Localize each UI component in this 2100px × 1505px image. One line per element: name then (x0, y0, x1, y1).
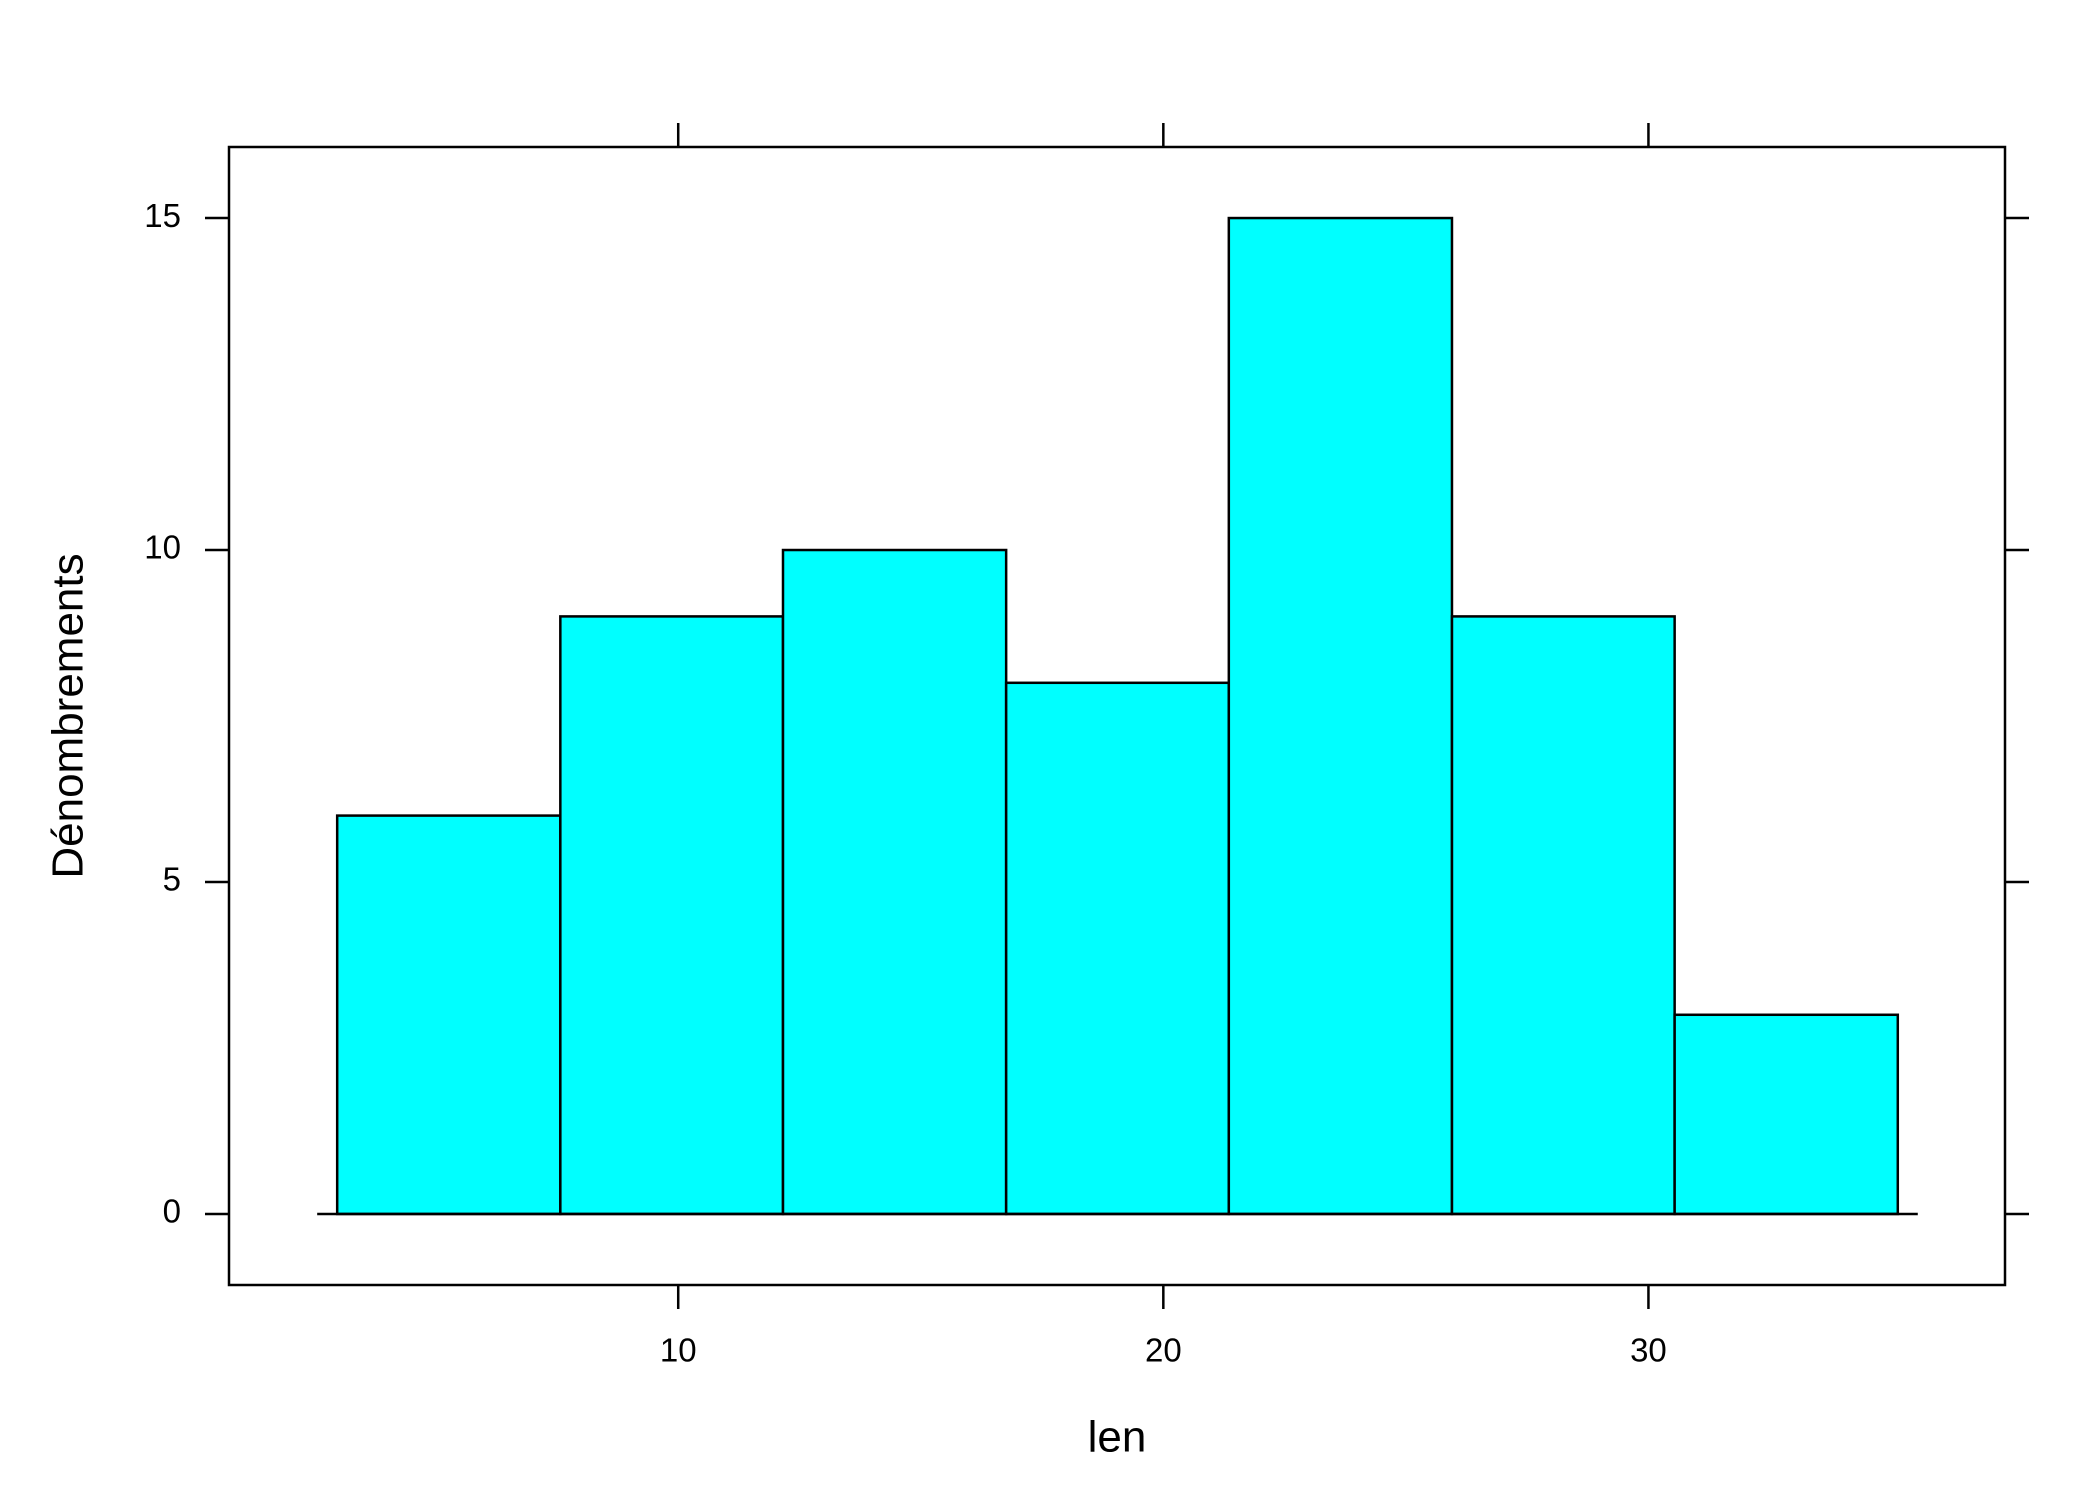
bar (1004, 681, 1231, 1216)
y-tick-label: 15 (144, 197, 181, 234)
y-tick-label: 5 (163, 861, 181, 898)
bar (559, 615, 785, 1216)
bar (1450, 615, 1676, 1216)
y-axis-title: Dénombrements (44, 553, 93, 878)
plot-frame (227, 145, 2007, 1287)
bar (1673, 1013, 1900, 1216)
y-tick-label: 0 (163, 1193, 181, 1230)
x-axis-title: len (1088, 1413, 1147, 1462)
y-tick-label: 10 (144, 529, 181, 566)
bar (1227, 216, 1454, 1216)
bar (781, 548, 1008, 1216)
x-tick-label: 30 (1630, 1332, 1667, 1369)
x-tick-label: 10 (660, 1332, 697, 1369)
bar (335, 814, 562, 1216)
x-tick-label: 20 (1145, 1332, 1182, 1369)
